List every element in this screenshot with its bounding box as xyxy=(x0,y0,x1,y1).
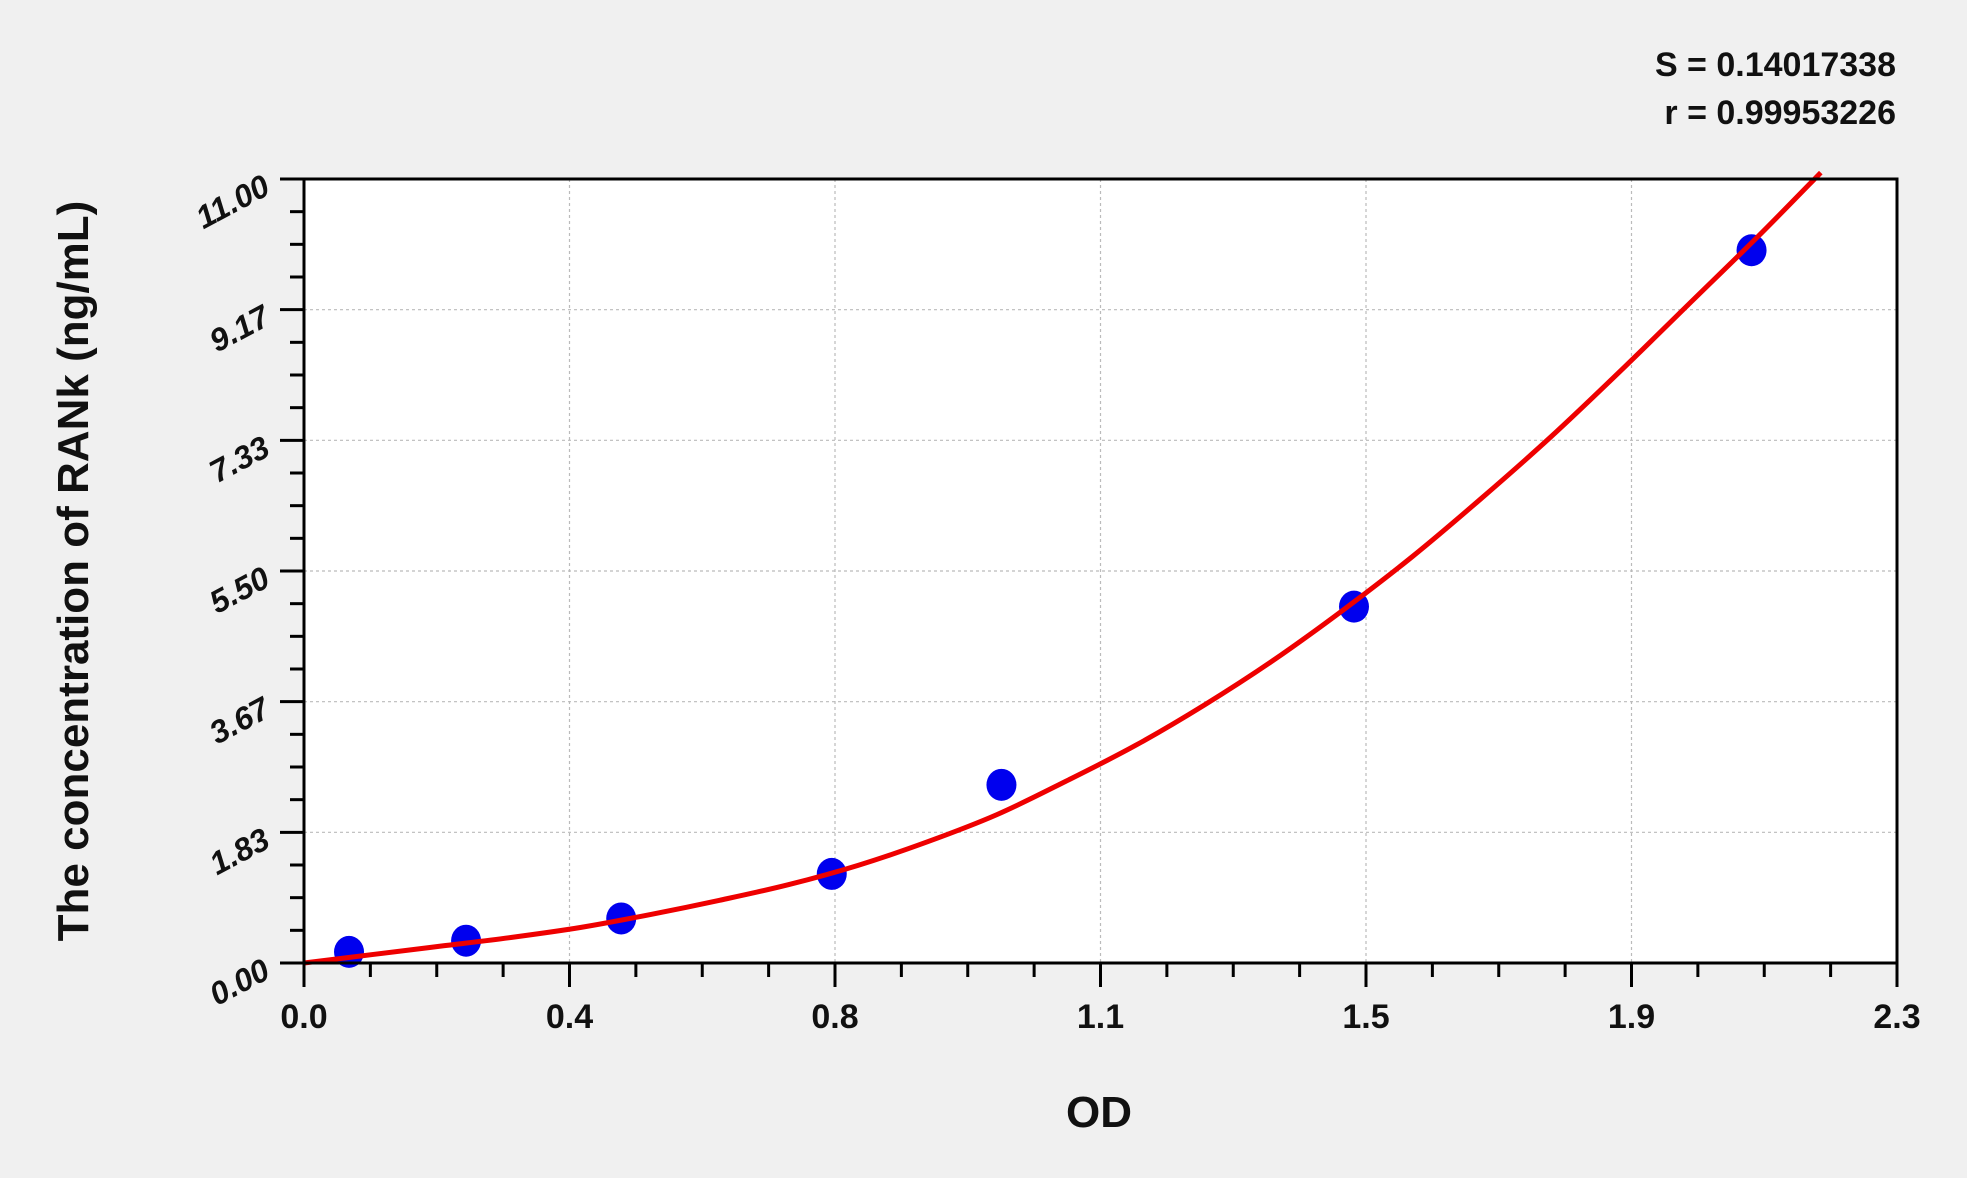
y-tick-label: 11.00 xyxy=(190,167,276,235)
x-tick-label: 1.5 xyxy=(1342,998,1389,1036)
x-tick-label: 0.8 xyxy=(811,998,858,1036)
y-tick-label: 9.17 xyxy=(203,297,277,359)
x-tick-labels: 0.0 0.4 0.8 1.1 1.5 1.9 2.3 xyxy=(280,998,1920,1036)
stat-s: S = 0.14017338 xyxy=(1655,46,1896,84)
stat-r: r = 0.99953226 xyxy=(1664,94,1896,132)
x-tick-label: 0.4 xyxy=(546,998,593,1036)
y-tick-label: 1.83 xyxy=(203,821,275,882)
x-tick-label: 2.3 xyxy=(1873,998,1920,1036)
x-tick-label: 1.9 xyxy=(1608,998,1655,1036)
y-axis-title: The concentration of RANk (ng/mL) xyxy=(49,201,98,942)
y-tick-label: 3.67 xyxy=(203,689,277,751)
y-tick-label: 0.00 xyxy=(203,951,275,1012)
x-tick-label: 1.1 xyxy=(1077,998,1124,1036)
grid-lines xyxy=(304,179,1897,963)
fit-curve-group xyxy=(303,170,1823,966)
data-point xyxy=(1736,234,1767,267)
y-tick-labels: 0.00 1.83 3.67 5.50 7.33 9.17 11.00 xyxy=(190,167,277,1012)
axis-ticks xyxy=(280,177,1899,987)
data-points-group xyxy=(334,234,1767,968)
y-tick-label: 7.33 xyxy=(203,429,275,490)
x-axis-title: OD xyxy=(1066,1088,1132,1137)
fit-curve-line xyxy=(303,170,1823,966)
x-tick-label: 0.0 xyxy=(280,998,327,1036)
y-tick-label: 5.50 xyxy=(203,559,275,620)
data-point xyxy=(986,768,1017,801)
